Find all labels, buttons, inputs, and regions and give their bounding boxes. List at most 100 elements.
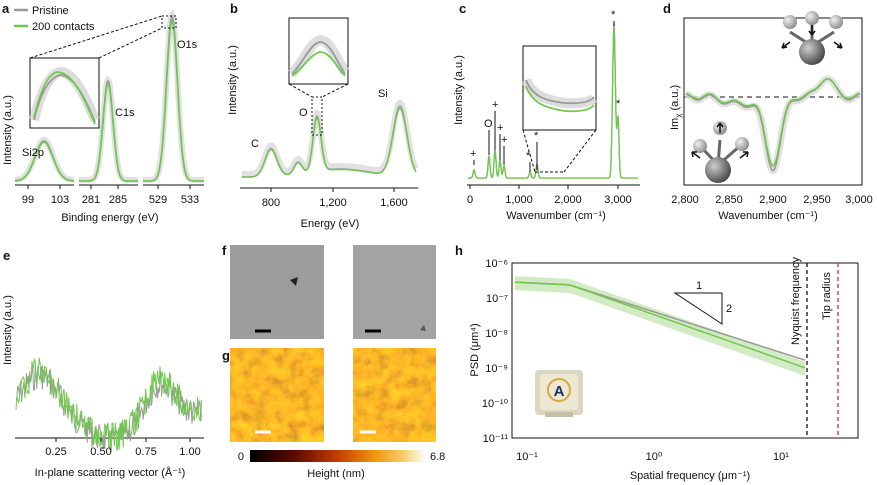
peak-label-si2p: Si2p <box>22 147 44 159</box>
panel-b-ylabel: Intensity (a.u.) <box>227 45 239 115</box>
panel-d-ylabel-chi: χ <box>674 113 683 118</box>
ytick-h-1e-11: 10⁻¹¹ <box>483 433 509 445</box>
svg-text:A: A <box>554 383 565 400</box>
panel-d-spectra <box>684 75 861 175</box>
marker-c-star3: * <box>611 9 616 21</box>
line-h-contacts <box>514 281 806 369</box>
panel-c-ylabel: Intensity (a.u.) <box>453 55 465 125</box>
line-b-contacts <box>242 107 417 178</box>
frame-d <box>683 17 863 186</box>
panel-d: d Imχ (a.u.) 2,800 2,850 2,900 2,950 3,0… <box>663 1 873 222</box>
nyquist-label: Nyquist frequency <box>790 256 802 345</box>
panel-c: c Intensity (a.u.) 0 1,000 2,000 3,000 W… <box>453 1 640 222</box>
frame-h <box>511 262 859 439</box>
afm-map-contacts <box>353 348 436 442</box>
panel-d-ylabel: Imχ (a.u.) <box>669 85 683 130</box>
tick-b-1600: 1,600 <box>380 197 408 209</box>
panel-e-ylabel: Intensity (a.u.) <box>2 295 14 365</box>
panel-f-letter: f <box>222 243 227 258</box>
panel-h-letter: h <box>455 243 463 258</box>
panel-e-xlabel: In-plane scattering vector (Å⁻¹) <box>35 466 186 479</box>
tick-a-99: 99 <box>22 194 34 206</box>
tick-c-3000: 3,000 <box>604 194 632 206</box>
panel-c-xlabel: Wavenumber (cm⁻¹) <box>506 210 606 222</box>
band-a-1 <box>79 75 138 183</box>
tick-e-100: 1.00 <box>179 446 200 458</box>
panel-d-letter: d <box>663 1 671 16</box>
marker-c-plus4: + <box>501 134 507 146</box>
panel-b-spectra <box>242 99 419 178</box>
marker-c-plus1: + <box>470 148 476 160</box>
panel-d-ylabel-tail: (a.u.) <box>669 85 681 114</box>
marker-c-o: O <box>484 118 493 130</box>
ytick-h-1e-8: 10⁻⁸ <box>485 328 508 340</box>
tick-d-2800: 2,800 <box>671 194 699 206</box>
panel-a-letter: a <box>2 1 10 16</box>
xtick-h-1e1: 10¹ <box>773 451 789 463</box>
tick-a-533: 533 <box>181 194 199 206</box>
zoom-box-a <box>161 15 177 29</box>
zoom-box-b <box>311 96 323 136</box>
particle-icon-2 <box>420 325 426 331</box>
panel-g-letter: g <box>222 348 230 363</box>
panel-a-ticks: 99 103 281 285 529 533 <box>22 185 199 206</box>
panel-a-spectra <box>14 9 204 183</box>
panel-c-spectra <box>468 22 638 179</box>
peak-label-o: O <box>299 107 308 119</box>
panel-h-yticks: 10⁻⁶ 10⁻⁷ 10⁻⁸ 10⁻⁹ 10⁻¹⁰ 10⁻¹¹ <box>482 258 509 445</box>
panel-h-ylabel: PSD (μm⁴) <box>469 323 481 376</box>
tick-b-1200: 1,200 <box>319 197 347 209</box>
molecule-asymmetric-icon <box>781 11 843 65</box>
line-a-contacts-2 <box>143 19 204 182</box>
xtick-h-1e0: 10⁰ <box>646 451 663 463</box>
slope-rise: 2 <box>726 303 732 315</box>
panel-h: h PSD (μm⁴) 10⁻⁶ 10⁻⁷ 10⁻⁸ 10⁻⁹ 10⁻¹⁰ 10… <box>455 243 859 482</box>
afm-map-pristine <box>230 348 324 442</box>
slope-run: 1 <box>696 280 702 292</box>
panel-g: g 0 6.8 Height (nm) <box>222 348 445 480</box>
tick-d-2950: 2,950 <box>803 194 831 206</box>
panel-a: a Intensity (a.u.) Si2p C1s O1s 99 103 2… <box>2 1 204 224</box>
tick-e-050: 0.50 <box>90 446 111 458</box>
tick-a-281: 281 <box>82 194 100 206</box>
line-a-contacts-0 <box>14 141 75 182</box>
tick-c-2000: 2,000 <box>554 194 582 206</box>
ytick-h-1e-6: 10⁻⁶ <box>485 258 508 270</box>
peak-label-c1s: C1s <box>115 107 135 119</box>
legend-contacts: 200 contacts <box>32 21 95 33</box>
xtick-h-1e-1: 10⁻¹ <box>516 451 538 463</box>
peak-label-si: Si <box>378 88 388 100</box>
optical-image-pristine <box>230 245 324 339</box>
tick-d-2900: 2,900 <box>759 194 787 206</box>
tick-e-025: 0.25 <box>45 446 66 458</box>
line-e-contacts <box>15 357 203 452</box>
panel-c-letter: c <box>459 1 466 16</box>
line-c-contacts <box>468 26 638 179</box>
panel-e: e Intensity (a.u.) 0.25 0.50 0.75 1.00 I… <box>2 248 204 479</box>
line-a-contacts-1 <box>79 82 138 182</box>
marker-c-star2: * <box>534 130 539 142</box>
ytick-h-1e-9: 10⁻⁹ <box>485 363 508 375</box>
legend-pristine: Pristine <box>32 5 69 17</box>
panel-a-xlabel: Binding energy (eV) <box>61 212 158 224</box>
colorbar <box>250 450 426 462</box>
tick-d-3000: 3,000 <box>845 194 873 206</box>
ytick-h-1e-10: 10⁻¹⁰ <box>482 398 509 410</box>
band-b <box>242 99 419 177</box>
band-a-0 <box>14 136 74 183</box>
panel-a-ylabel: Intensity (a.u.) <box>2 95 14 165</box>
marker-c-plus2: + <box>492 99 498 111</box>
tick-a-285: 285 <box>109 194 127 206</box>
panel-h-spectra <box>514 276 806 376</box>
marker-c-plus3: + <box>497 122 503 134</box>
marker-c-star1: * <box>526 150 531 162</box>
marker-c-star4: * <box>616 98 621 110</box>
tick-a-103: 103 <box>51 194 69 206</box>
tick-c-1000: 1,000 <box>505 194 533 206</box>
panel-b: b Intensity (a.u.) C O Si 800 1,200 1,60… <box>227 1 419 230</box>
slope-triangle <box>673 292 723 325</box>
particle-icon <box>290 277 298 286</box>
tip-radius-label: Tip radius <box>821 272 833 320</box>
panel-b-letter: b <box>230 1 238 16</box>
